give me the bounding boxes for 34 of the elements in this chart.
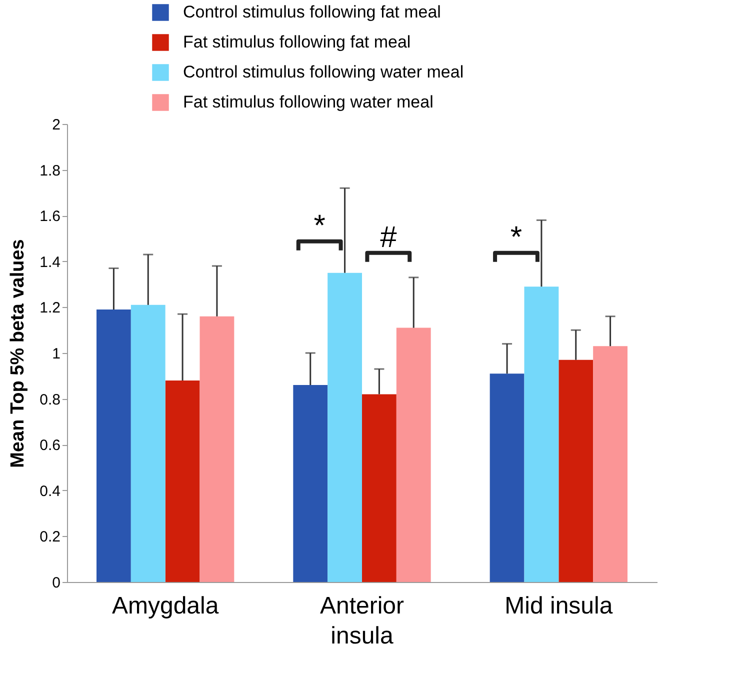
bar xyxy=(593,346,628,582)
legend-label: Control stimulus following fat meal xyxy=(183,2,441,22)
y-tick-label: 1 xyxy=(52,346,60,362)
y-tick-label: 0.2 xyxy=(40,528,60,546)
x-tick-label: Anterior insula xyxy=(320,592,404,650)
y-tick-label: 1.2 xyxy=(40,300,60,317)
bar xyxy=(362,394,396,582)
y-tick-label: 0.8 xyxy=(40,391,60,408)
y-tick-label: 0 xyxy=(52,574,60,592)
annotation: * xyxy=(314,209,326,242)
annotation: * xyxy=(510,220,522,254)
y-axis-title: Mean Top 5% beta values xyxy=(8,239,29,468)
legend-label: Fat stimulus following fat meal xyxy=(183,32,411,52)
y-tick-label: 1.8 xyxy=(40,162,60,180)
y-tick-label: 1.4 xyxy=(40,254,60,271)
bar xyxy=(165,380,200,582)
y-tick-label: 0.6 xyxy=(40,437,60,454)
bar xyxy=(490,374,524,582)
x-tick-label: Mid insula xyxy=(504,592,614,620)
bar xyxy=(200,316,234,582)
legend-label: Fat stimulus following water meal xyxy=(183,92,434,112)
y-tick-label: 2 xyxy=(52,116,60,134)
bar xyxy=(396,328,431,582)
bar xyxy=(293,385,328,582)
annotation: # xyxy=(380,220,398,254)
bar xyxy=(524,286,559,582)
bar xyxy=(558,360,594,582)
legend-label: Control stimulus following water meal xyxy=(183,62,464,82)
bar xyxy=(96,309,131,582)
bar xyxy=(328,272,362,582)
bar xyxy=(130,304,166,582)
y-tick-label: 0.4 xyxy=(40,482,60,500)
x-tick-label: Amygdala xyxy=(112,592,220,620)
y-tick-label: 1.6 xyxy=(40,208,60,226)
